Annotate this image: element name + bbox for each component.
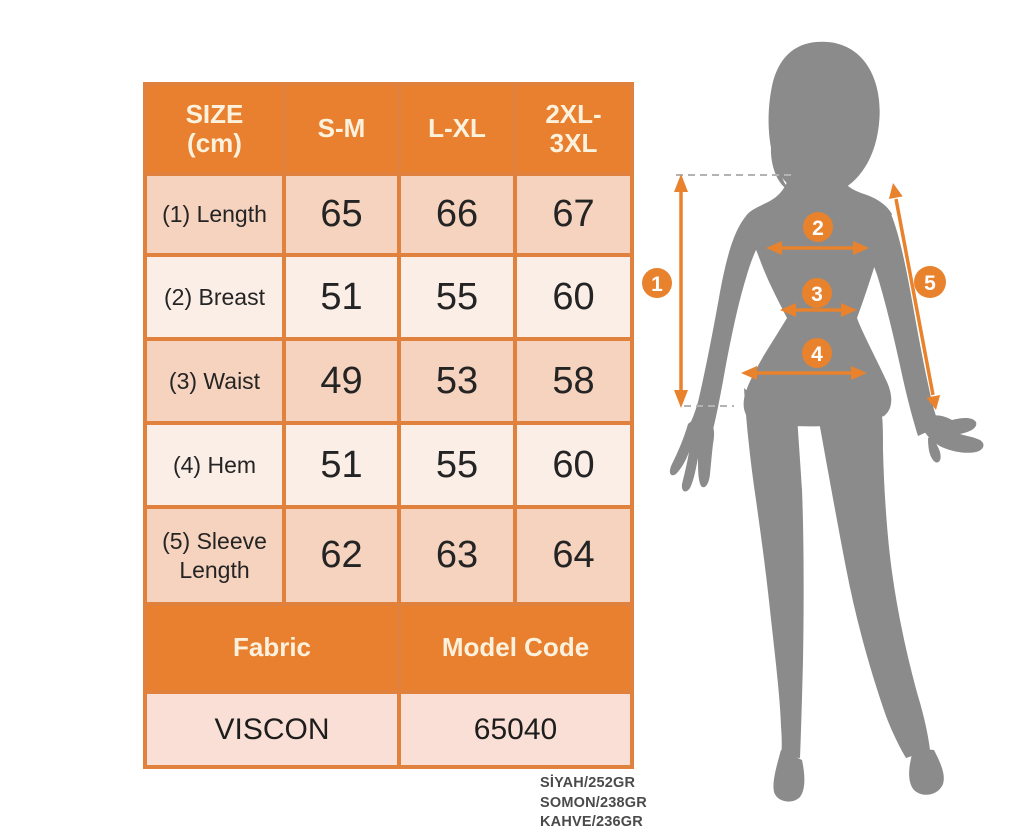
table-row-sleeve-length: (5) Sleeve Length 62 63 64 [143,505,634,606]
size-value-cell: 63 [397,505,517,606]
marker-3: 3 [802,278,832,308]
table-header-row: SIZE (cm) S-M L-XL 2XL-3XL [143,82,634,176]
guide-dashed-lines [676,174,792,407]
marker-2: 2 [803,212,833,242]
marker-3-label: 3 [811,283,823,306]
measurement-arrows [674,174,941,410]
size-value-cell: 58 [513,337,634,425]
table-row-length: (1) Length 65 66 67 [143,172,634,257]
breast-arrow [766,241,869,255]
table-row-waist: (3) Waist 49 53 58 [143,337,634,425]
size-value-cell: 66 [397,172,517,257]
size-value-cell: 55 [397,253,517,341]
size-value-cell: 53 [397,337,517,425]
size-value-cell: 55 [397,421,517,509]
length-arrow [674,174,688,408]
col-header-s-m: S-M [282,82,401,176]
marker-5: 5 [914,266,946,298]
col-header-size-label: SIZE (cm) [185,98,244,158]
weight-note: SOMON/238GR [540,794,647,811]
measurement-figure: 1 2 3 4 5 [642,41,984,802]
size-value-cell: 49 [282,337,401,425]
size-value-cell: 67 [513,172,634,257]
marker-5-label: 5 [924,272,936,295]
marker-1: 1 [642,268,672,298]
marker-1-label: 1 [651,273,663,296]
table-row-breast: (2) Breast 51 55 60 [143,253,634,341]
color-weight-notes: SİYAH/252GR SOMON/238GR KAHVE/236GR [540,774,647,833]
marker-4: 4 [802,338,832,368]
fabric-header: Fabric [143,602,401,694]
table-row-hem: (4) Hem 51 55 60 [143,421,634,509]
weight-note: KAHVE/236GR [540,814,643,831]
size-value-cell: 51 [282,421,401,509]
size-chart-table: SIZE (cm) S-M L-XL 2XL-3XL (1) Length 65… [143,82,634,769]
fabric-value: VISCON [143,690,401,769]
size-value-cell: 60 [513,253,634,341]
row-label: (3) Waist [143,337,286,425]
model-code-value: 65040 [397,690,634,769]
table-footer-value-row: VISCON 65040 [143,690,634,769]
table-footer-header-row: Fabric Model Code [143,602,634,694]
marker-4-label: 4 [811,343,823,366]
weight-note: SİYAH/252GR [540,775,636,791]
size-value-cell: 65 [282,172,401,257]
col-header-size: SIZE (cm) [143,82,286,176]
model-code-header: Model Code [397,602,634,694]
col-header-l-xl: L-XL [397,82,517,176]
waist-arrow [780,303,857,317]
col-header-2xl-3xl-label: 2XL-3XL [545,98,602,158]
row-label: (2) Breast [143,253,286,341]
row-label: (4) Hem [143,421,286,509]
measurement-markers: 1 2 3 4 5 [642,212,946,368]
size-value-cell: 64 [513,505,634,606]
size-value-cell: 60 [513,421,634,509]
sleeve-arrow [888,183,941,410]
marker-2-label: 2 [812,217,824,240]
row-label: (5) Sleeve Length [143,505,286,606]
col-header-2xl-3xl: 2XL-3XL [513,82,634,176]
female-silhouette-icon [669,41,984,802]
size-value-cell: 62 [282,505,401,606]
row-label: (1) Length [143,172,286,257]
size-value-cell: 51 [282,253,401,341]
hem-arrow [741,366,867,380]
